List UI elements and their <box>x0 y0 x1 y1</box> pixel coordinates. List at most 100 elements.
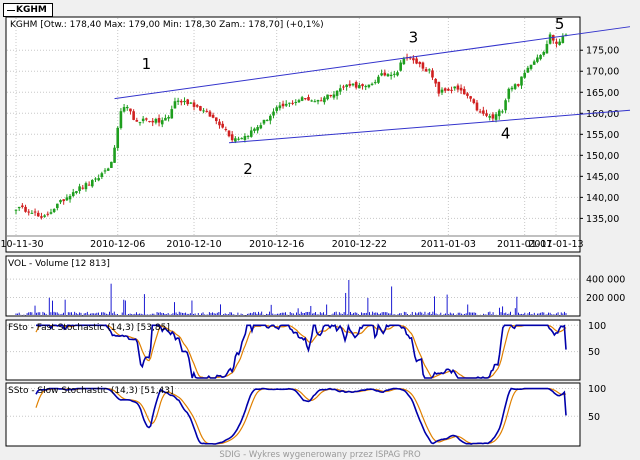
candle-body <box>316 100 320 102</box>
candle-body <box>199 106 202 111</box>
candle-body <box>40 216 43 218</box>
candle-body <box>329 94 333 97</box>
candle-body <box>183 100 186 103</box>
price-x-tick-label: 2010-12-06 <box>90 239 145 250</box>
candle-body <box>278 105 282 109</box>
candle-body <box>253 128 256 131</box>
candle-body <box>447 88 450 91</box>
candle-body <box>434 79 437 84</box>
candle-body <box>214 117 218 122</box>
candle-body <box>160 120 164 125</box>
candle-body <box>450 89 453 91</box>
candle-body <box>145 118 148 120</box>
candle-body <box>377 76 380 83</box>
candle-body <box>431 70 434 78</box>
ssto-panel-frame <box>5 382 581 447</box>
candle-body <box>106 168 110 171</box>
candle-body <box>141 118 145 122</box>
price-y-tick-label: 170,00 <box>586 67 619 78</box>
candle-body <box>281 103 285 107</box>
candle-body <box>167 117 170 119</box>
candle-body <box>176 100 180 102</box>
legend-box: KGHM <box>3 3 53 17</box>
ssto-panel-title: SSto - Slow Stochastic (14,3) [51,43] <box>8 386 174 396</box>
candle-body <box>453 86 457 89</box>
candle-body <box>488 116 491 118</box>
candle-body <box>65 197 69 201</box>
candle-body <box>313 101 317 103</box>
candle-body <box>348 83 352 86</box>
candle-body <box>345 84 348 88</box>
price-x-tick-label: 2011-01-13 <box>528 239 583 250</box>
candle-body <box>243 136 247 140</box>
candle-body <box>354 82 358 88</box>
wave-label-2: 2 <box>243 160 253 178</box>
fsto-main-line <box>36 323 567 379</box>
candle-body <box>421 62 425 69</box>
candle-body <box>415 58 418 64</box>
candle-body <box>418 61 422 65</box>
candle-body <box>520 76 523 86</box>
candle-body <box>262 119 266 124</box>
candle-body <box>335 90 339 96</box>
candle-body <box>180 100 183 103</box>
candle-body <box>56 203 59 209</box>
candle-body <box>482 110 485 114</box>
candle-body <box>94 178 97 180</box>
candlestick-series <box>14 32 568 220</box>
candle-body <box>87 184 91 186</box>
candle-body <box>504 100 507 111</box>
candle-body <box>472 99 476 104</box>
candle-body <box>113 147 116 163</box>
candle-body <box>497 110 501 117</box>
candle-body <box>259 125 263 129</box>
candle-body <box>148 121 151 123</box>
candle-body <box>440 89 444 93</box>
candle-body <box>275 107 278 111</box>
candle-body <box>230 134 234 141</box>
candle-body <box>393 73 396 75</box>
candle-body <box>33 211 37 213</box>
candle-body <box>437 81 441 94</box>
ssto-main-line <box>35 387 567 445</box>
candle-body <box>119 111 123 129</box>
candle-body <box>97 178 100 181</box>
candle-body <box>408 57 412 59</box>
candle-body <box>319 100 323 102</box>
candle-body <box>478 111 482 113</box>
candle-body <box>192 102 196 107</box>
candle-body <box>501 111 504 113</box>
candle-body <box>59 200 62 203</box>
candle-body <box>234 138 237 142</box>
candle-body <box>62 199 65 202</box>
price-x-tick-label: 2011-01-03 <box>421 239 476 250</box>
candle-body <box>300 97 304 101</box>
candle-body <box>46 213 50 215</box>
price-y-tick-label: 165,00 <box>586 88 619 99</box>
price-y-tick-label: 145,00 <box>586 172 619 183</box>
price-x-tick-label: 2010-12-16 <box>249 239 304 250</box>
candle-body <box>364 86 368 88</box>
footer-credit: SDIG - Wykres wygenerowany przez ISPAG P… <box>219 450 421 460</box>
candle-body <box>132 111 135 120</box>
candle-body <box>548 34 552 44</box>
volume-y-tick-label: 200 000 <box>586 293 625 304</box>
candle-body <box>523 72 526 78</box>
candle-body <box>43 215 46 217</box>
price-x-tick-label: 2010-11-30 <box>0 239 44 250</box>
price-y-tick-label: 160,00 <box>586 109 619 120</box>
wave-label-5: 5 <box>555 15 565 33</box>
fsto-panel-frame <box>5 319 581 381</box>
candle-body <box>370 83 374 85</box>
candle-body <box>110 161 113 168</box>
candle-body <box>536 57 539 62</box>
volume-panel-frame <box>5 255 581 317</box>
candle-body <box>351 83 355 86</box>
candle-body <box>399 62 402 71</box>
candle-body <box>272 111 275 116</box>
ssto-y-tick-label: 50 <box>588 412 600 423</box>
candle-body <box>532 61 536 65</box>
candle-body <box>494 114 498 120</box>
candle-body <box>189 102 193 104</box>
